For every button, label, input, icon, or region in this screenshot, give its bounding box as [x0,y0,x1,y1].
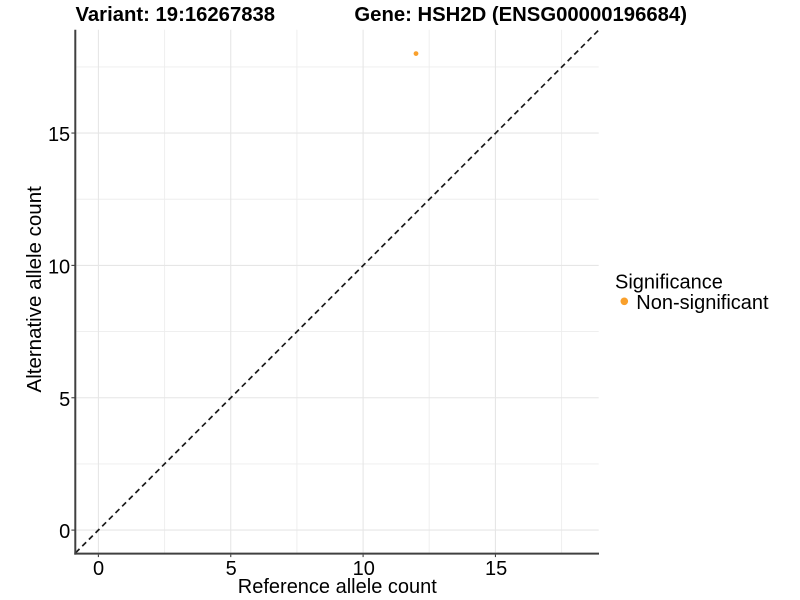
svg-text:0: 0 [59,521,70,543]
svg-text:Variant: 19:16267838: Variant: 19:16267838 [76,4,276,26]
svg-text:15: 15 [485,558,507,580]
svg-text:0: 0 [93,558,104,580]
svg-text:5: 5 [59,389,70,411]
svg-text:Gene: HSH2D (ENSG00000196684): Gene: HSH2D (ENSG00000196684) [354,4,687,26]
svg-text:5: 5 [226,558,237,580]
svg-text:Significance: Significance [615,271,723,293]
svg-text:15: 15 [48,124,70,146]
svg-text:Non-significant: Non-significant [636,292,769,314]
svg-text:10: 10 [48,257,70,279]
svg-text:Reference allele count: Reference allele count [238,576,437,598]
svg-text:Alternative allele count: Alternative allele count [23,186,46,393]
svg-text:10: 10 [353,558,375,580]
